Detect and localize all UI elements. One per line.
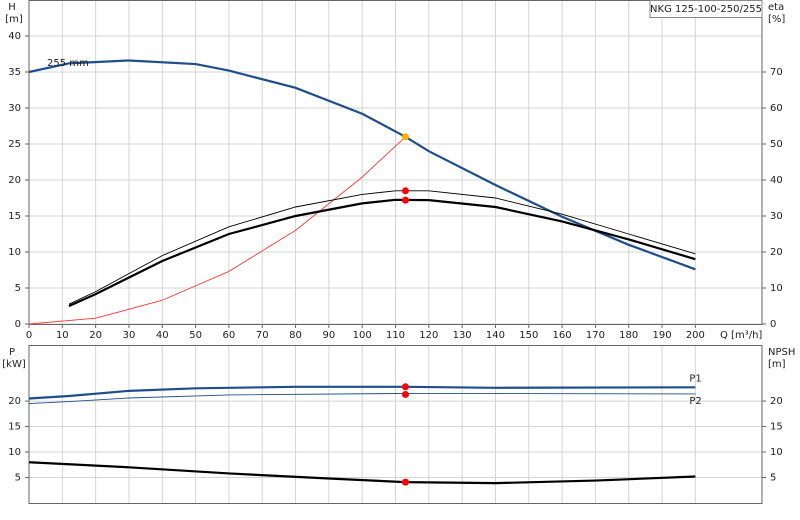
- y-tick-label: 35: [8, 67, 21, 78]
- y2-tick-label: 20: [770, 247, 783, 258]
- y2-tick-label: 5: [770, 473, 776, 484]
- title-box: [649, 0, 763, 18]
- y-tick-label: 20: [8, 396, 21, 407]
- y-tick-label: 5: [15, 283, 21, 294]
- x-tick-label: 160: [553, 330, 572, 341]
- x-tick-label: 140: [486, 330, 505, 341]
- y2-axis-label: NPSH: [768, 347, 795, 358]
- y-axis-label: H: [8, 2, 16, 13]
- x-tick-label: 170: [586, 330, 605, 341]
- x-tick-label: 60: [223, 330, 236, 341]
- x-tick-label: 200: [686, 330, 705, 341]
- x-axis-label: Q [m³/h]: [720, 330, 762, 341]
- operating-point: [401, 196, 409, 204]
- x-tick-label: 0: [26, 330, 32, 341]
- y2-tick-label: 70: [770, 67, 783, 78]
- y-tick-label: 15: [8, 422, 21, 433]
- x-tick-label: 190: [652, 330, 671, 341]
- y2-tick-label: 40: [770, 175, 783, 186]
- chart-title: NKG 125-100-250/255: [650, 4, 762, 15]
- y-tick-label: 15: [8, 211, 21, 222]
- operating-point: [401, 390, 409, 398]
- x-tick-label: 80: [289, 330, 302, 341]
- x-tick-label: 50: [189, 330, 202, 341]
- y2-tick-label: 15: [770, 422, 783, 433]
- curve: [28, 461, 696, 485]
- y-tick-label: 40: [8, 31, 21, 42]
- curve: [28, 136, 406, 325]
- y-axis-unit: [kW]: [2, 359, 26, 370]
- y-tick-label: 5: [15, 473, 21, 484]
- y2-tick-label: 20: [770, 396, 783, 407]
- operating-point: [401, 187, 409, 195]
- y-tick-label: 10: [8, 447, 21, 458]
- curve-label: 255 mm: [47, 58, 89, 69]
- x-tick-label: 110: [386, 330, 405, 341]
- curve: [28, 59, 696, 271]
- x-tick-label: 20: [89, 330, 102, 341]
- y-axis-unit: [m]: [5, 14, 23, 25]
- y-tick-label: 30: [8, 103, 21, 114]
- y-tick-label: 25: [8, 139, 21, 150]
- y-tick-label: 10: [8, 247, 21, 258]
- plot-frame: [28, 345, 763, 504]
- y2-tick-label: 10: [770, 283, 783, 294]
- y-tick-label: 0: [15, 319, 21, 330]
- curve-label: P2: [689, 396, 701, 407]
- y2-tick-label: 60: [770, 103, 783, 114]
- operating-point: [401, 133, 409, 141]
- x-tick-label: 120: [419, 330, 438, 341]
- y2-tick-label: 50: [770, 139, 783, 150]
- curve: [68, 190, 696, 305]
- y2-tick-label: 30: [770, 211, 783, 222]
- curve: [28, 385, 696, 400]
- x-tick-label: 180: [619, 330, 638, 341]
- y-axis-label: P: [9, 347, 15, 358]
- y2-tick-label: 10: [770, 447, 783, 458]
- curve-label: P1: [689, 373, 701, 384]
- x-tick-label: 40: [156, 330, 169, 341]
- x-tick-label: 90: [322, 330, 335, 341]
- curve: [28, 392, 696, 405]
- x-tick-label: 130: [453, 330, 472, 341]
- x-tick-label: 70: [256, 330, 269, 341]
- y-tick-label: 20: [8, 175, 21, 186]
- y2-axis-unit: [m]: [768, 359, 786, 370]
- operating-point: [401, 383, 409, 391]
- x-tick-label: 10: [56, 330, 69, 341]
- y2-axis-label: eta: [768, 2, 784, 13]
- x-tick-label: 30: [123, 330, 136, 341]
- y2-axis-unit: [%]: [768, 14, 785, 25]
- operating-point: [401, 478, 409, 486]
- x-tick-label: 150: [519, 330, 538, 341]
- y2-tick-label: 0: [770, 319, 776, 330]
- x-tick-label: 100: [353, 330, 372, 341]
- curve: [68, 198, 696, 308]
